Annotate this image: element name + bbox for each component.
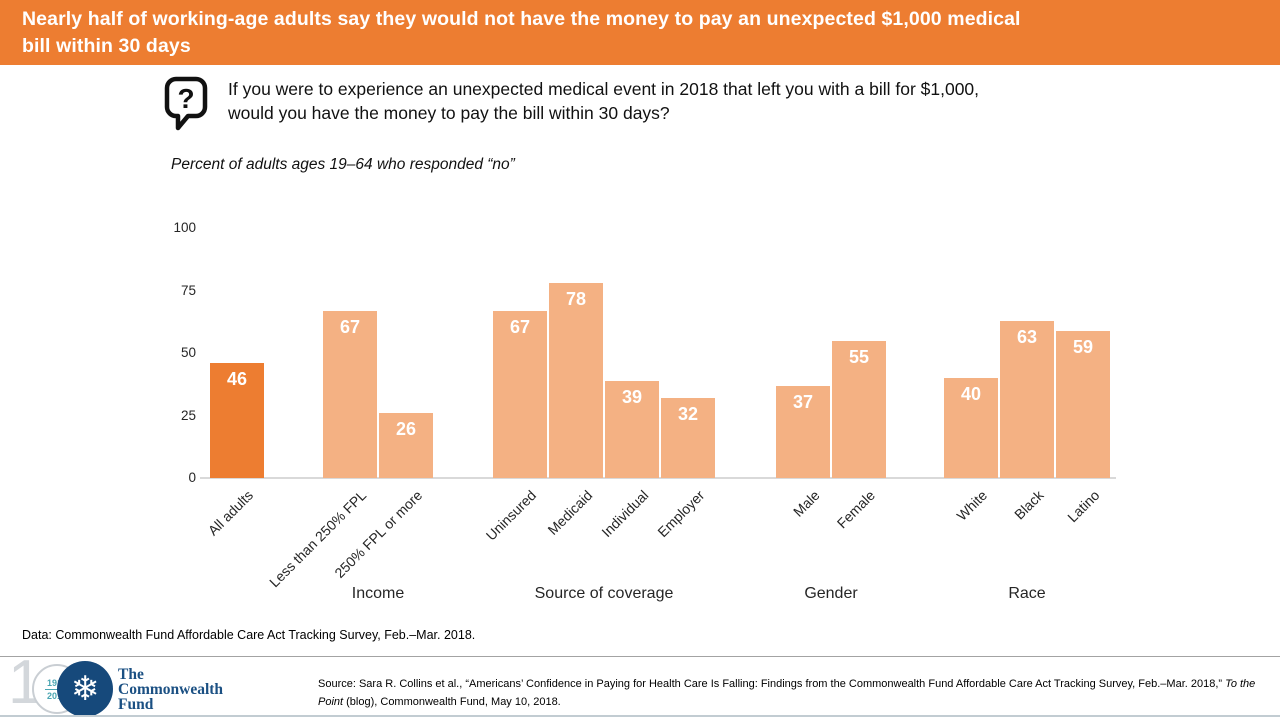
bar-male: 37 <box>776 385 830 478</box>
category-label: Uninsured <box>482 487 540 544</box>
x-axis-line <box>200 477 1116 479</box>
page-title-line-1: Nearly half of working-age adults say th… <box>22 8 1021 30</box>
question-bubble-icon: ? <box>162 75 210 138</box>
commonwealth-fund-logo: 1 1918 2018 ❄ The Commonwealth Fund <box>8 652 308 717</box>
bar-employer: 32 <box>661 398 715 478</box>
bottom-accent-strip <box>0 715 1280 717</box>
category-label: Male <box>789 487 823 520</box>
category-label: Black <box>1010 487 1047 523</box>
bar-value-label: 37 <box>792 391 814 412</box>
logo-word-commonwealth: Commonwealth <box>118 681 224 698</box>
bar-less-than-250-fpl: 67 <box>323 310 377 478</box>
source-note-prefix: Source: Sara R. Collins et al., “America… <box>318 678 1226 690</box>
bar-value-label: 39 <box>621 386 643 407</box>
group-label-race: Race <box>1008 585 1046 602</box>
y-tick-label: 0 <box>188 470 196 485</box>
bar-value-label: 67 <box>509 316 531 337</box>
bar-value-label: 59 <box>1072 336 1094 357</box>
y-tick-label: 100 <box>173 220 196 235</box>
logo-word-the: The <box>118 666 144 683</box>
category-label: White <box>953 487 991 524</box>
category-label: Female <box>833 487 879 532</box>
bar-value-label: 63 <box>1016 326 1038 347</box>
bar-black: 63 <box>1000 320 1054 478</box>
bar-uninsured: 67 <box>493 310 547 478</box>
category-label: Employer <box>654 487 708 541</box>
bar-250-fpl-or-more: 26 <box>379 413 433 478</box>
category-label: Less than 250% FPL <box>266 487 370 591</box>
bar-latino: 59 <box>1056 330 1110 478</box>
source-note: Source: Sara R. Collins et al., “America… <box>318 676 1258 711</box>
question-mark-glyph: ? <box>177 83 194 114</box>
logo-word-fund: Fund <box>118 696 154 713</box>
bar-value-label: 67 <box>339 316 361 337</box>
data-note: Data: Commonwealth Fund Affordable Care … <box>22 628 476 642</box>
category-label: Medicaid <box>544 487 596 538</box>
bar-white: 40 <box>944 378 998 478</box>
y-tick-label: 75 <box>180 282 196 298</box>
group-label-income: Income <box>351 585 405 602</box>
bar-value-label: 46 <box>226 369 248 389</box>
bar-female: 55 <box>832 340 886 478</box>
y-tick-label: 50 <box>180 345 196 360</box>
logo-wordmark: The Commonwealth Fund <box>118 666 224 713</box>
snowflake-emblem: ❄ <box>57 661 113 717</box>
source-note-suffix: (blog), Commonwealth Fund, May 10, 2018. <box>343 695 561 708</box>
bar-individual: 39 <box>605 380 659 478</box>
bar-value-label: 78 <box>565 289 587 309</box>
y-tick-label: 25 <box>180 407 196 423</box>
header-banner: Nearly half of working-age adults say th… <box>0 0 1280 65</box>
source-note-italic: To the Point <box>318 678 1256 708</box>
survey-question: If you were to experience an unexpected … <box>228 77 1128 125</box>
survey-question-line-1: If you were to experience an unexpected … <box>228 79 980 99</box>
bar-all-adults: 46 <box>210 363 264 478</box>
page-title-line-2: bill within 30 days <box>22 35 191 57</box>
bar-value-label: 55 <box>848 346 870 367</box>
bar-medicaid: 78 <box>549 283 603 478</box>
bar-value-label: 40 <box>960 384 982 404</box>
survey-question-line-2: would you have the money to pay the bill… <box>228 103 670 123</box>
bar-value-label: 26 <box>395 419 417 439</box>
group-label-source-of-coverage: Source of coverage <box>534 585 674 602</box>
group-label-gender: Gender <box>804 585 858 602</box>
category-label: All adults <box>204 487 257 539</box>
page-title: Nearly half of working-age adults say th… <box>22 6 1262 60</box>
footer-divider <box>0 656 1280 657</box>
bar-value-label: 32 <box>677 404 699 424</box>
category-label: Latino <box>1064 487 1103 526</box>
category-label: Individual <box>598 487 652 541</box>
chart-subtitle: Percent of adults ages 19–64 who respond… <box>171 156 515 173</box>
snowflake-icon: ❄ <box>70 669 100 709</box>
